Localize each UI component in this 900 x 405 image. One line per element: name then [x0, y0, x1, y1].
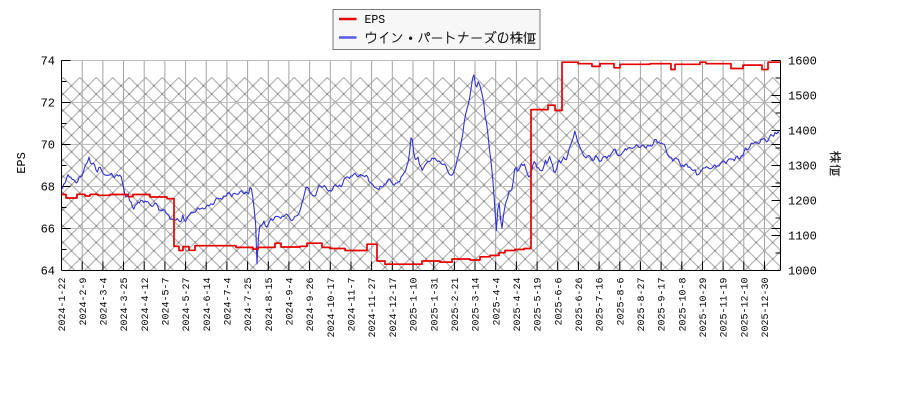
svg-text:2024-3-25: 2024-3-25 [120, 278, 131, 332]
svg-text:2024-11-27: 2024-11-27 [368, 278, 379, 338]
svg-text:2025-1-31: 2025-1-31 [430, 278, 441, 332]
svg-text:2024-2-9: 2024-2-9 [79, 278, 90, 326]
svg-text:64: 64 [41, 265, 55, 279]
svg-text:2024-12-17: 2024-12-17 [389, 278, 400, 338]
svg-text:2024-9-4: 2024-9-4 [286, 278, 297, 326]
svg-text:2025-2-21: 2025-2-21 [451, 278, 462, 332]
svg-text:1100: 1100 [788, 230, 817, 244]
svg-text:2025-6-6: 2025-6-6 [554, 278, 565, 326]
svg-text:EPS: EPS [365, 14, 386, 27]
svg-text:74: 74 [41, 55, 55, 69]
svg-text:2025-9-17: 2025-9-17 [658, 278, 669, 332]
svg-text:2025-11-19: 2025-11-19 [720, 278, 731, 338]
svg-text:2025-12-30: 2025-12-30 [761, 278, 772, 338]
svg-text:72: 72 [41, 97, 55, 111]
svg-text:2025-1-10: 2025-1-10 [410, 278, 421, 332]
svg-text:2024-5-7: 2024-5-7 [162, 278, 173, 326]
svg-text:1400: 1400 [788, 125, 817, 139]
svg-text:2025-7-16: 2025-7-16 [596, 278, 607, 332]
svg-text:1500: 1500 [788, 90, 817, 104]
svg-text:2025-4-24: 2025-4-24 [513, 278, 524, 332]
svg-text:2024-7-4: 2024-7-4 [224, 278, 235, 326]
svg-text:2024-3-4: 2024-3-4 [100, 278, 111, 326]
svg-text:2025-5-19: 2025-5-19 [534, 278, 545, 332]
svg-text:2024-10-17: 2024-10-17 [327, 278, 338, 338]
svg-text:2025-4-4: 2025-4-4 [492, 278, 503, 326]
svg-text:2025-10-8: 2025-10-8 [678, 278, 689, 332]
svg-text:2024-7-25: 2024-7-25 [244, 278, 255, 332]
svg-text:2024-1-22: 2024-1-22 [58, 278, 69, 332]
svg-text:2025-12-10: 2025-12-10 [740, 278, 751, 338]
svg-text:66: 66 [41, 223, 55, 237]
svg-text:2024-5-27: 2024-5-27 [182, 278, 193, 332]
svg-text:2024-4-12: 2024-4-12 [141, 278, 152, 332]
svg-text:2025-10-29: 2025-10-29 [699, 278, 710, 338]
svg-text:2025-3-14: 2025-3-14 [472, 278, 483, 332]
svg-text:2024-11-7: 2024-11-7 [348, 278, 359, 332]
svg-text:1000: 1000 [788, 265, 817, 279]
svg-text:1600: 1600 [788, 55, 817, 69]
svg-text:1300: 1300 [788, 160, 817, 174]
svg-text:2025-8-6: 2025-8-6 [616, 278, 627, 326]
svg-text:2025-6-26: 2025-6-26 [575, 278, 586, 332]
svg-text:70: 70 [41, 139, 55, 153]
svg-text:2024-8-15: 2024-8-15 [265, 278, 276, 332]
svg-text:68: 68 [41, 181, 55, 195]
svg-text:2024-9-26: 2024-9-26 [306, 278, 317, 332]
svg-text:2024-6-14: 2024-6-14 [203, 278, 214, 332]
svg-text:1200: 1200 [788, 195, 817, 209]
svg-text:EPS: EPS [15, 152, 29, 174]
svg-text:2025-8-27: 2025-8-27 [637, 278, 648, 332]
